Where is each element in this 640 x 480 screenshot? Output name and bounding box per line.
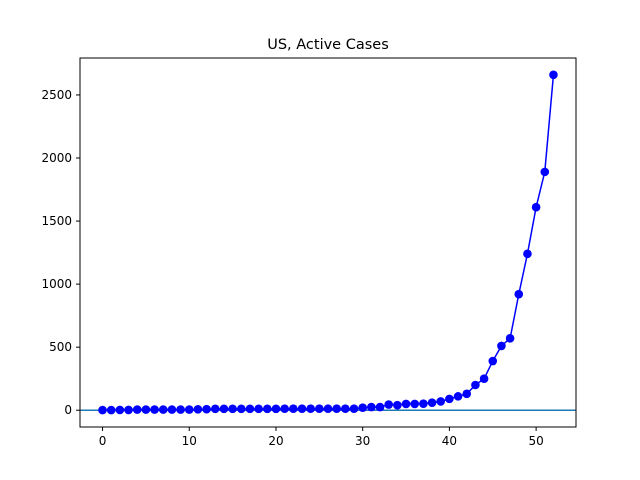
data-point (98, 405, 107, 415)
data-point (184, 405, 194, 414)
data-point (245, 404, 255, 414)
data-point (393, 400, 402, 410)
data-point (315, 404, 324, 414)
data-point (254, 404, 263, 414)
x-tick-label: 30 (355, 434, 370, 448)
data-point (445, 394, 454, 404)
plot-area (80, 70, 576, 415)
data-point (158, 405, 168, 414)
data-point (263, 404, 272, 414)
data-point (471, 380, 480, 390)
data-point (384, 400, 393, 409)
data-point (323, 404, 333, 414)
x-tick-label: 40 (442, 434, 457, 448)
y-tick-label: 2500 (41, 88, 72, 102)
chart-title: US, Active Cases (267, 37, 389, 53)
data-point (236, 404, 246, 414)
data-point (332, 404, 341, 414)
y-tick-label: 500 (49, 340, 72, 354)
data-point (367, 402, 376, 412)
series-line (102, 74, 555, 411)
x-tick-label: 20 (268, 434, 283, 448)
data-point (176, 405, 185, 414)
data-point (427, 398, 437, 407)
data-point (228, 404, 237, 414)
data-point (453, 392, 463, 401)
data-point (419, 399, 428, 408)
data-point (514, 289, 524, 299)
data-point (436, 397, 446, 406)
data-point (106, 405, 116, 415)
axes-frame (79, 57, 577, 428)
data-point (505, 334, 515, 343)
data-point (167, 405, 177, 414)
data-point (193, 405, 203, 414)
data-point (349, 404, 359, 414)
y-tick-label: 1000 (41, 277, 72, 291)
data-point (531, 202, 541, 212)
y-tick-label: 0 (64, 403, 72, 417)
data-point (479, 374, 489, 383)
data-point (280, 404, 289, 414)
data-point (297, 404, 307, 414)
data-point (289, 404, 298, 414)
data-point (115, 405, 125, 415)
x-tick-label: 50 (528, 434, 543, 448)
data-point (219, 404, 229, 414)
data-point (488, 356, 498, 366)
data-point (306, 404, 315, 414)
data-point (523, 249, 532, 259)
data-point (132, 405, 142, 414)
data-point (202, 404, 211, 414)
y-tick-label: 1500 (41, 214, 72, 228)
data-point (358, 403, 367, 413)
data-point (141, 405, 151, 414)
data-point (462, 389, 472, 399)
data-point (210, 404, 220, 414)
data-point (271, 404, 281, 414)
data-point (540, 167, 550, 177)
y-tick-label: 2000 (41, 151, 72, 165)
data-point (549, 70, 558, 80)
x-tick-label: 10 (182, 434, 197, 448)
data-point (375, 402, 385, 412)
data-point (341, 404, 350, 414)
data-point (124, 405, 133, 415)
data-point (401, 399, 411, 409)
data-point (150, 405, 159, 414)
data-point (497, 341, 506, 351)
x-tick-label: 0 (99, 434, 107, 448)
data-point (410, 399, 420, 409)
